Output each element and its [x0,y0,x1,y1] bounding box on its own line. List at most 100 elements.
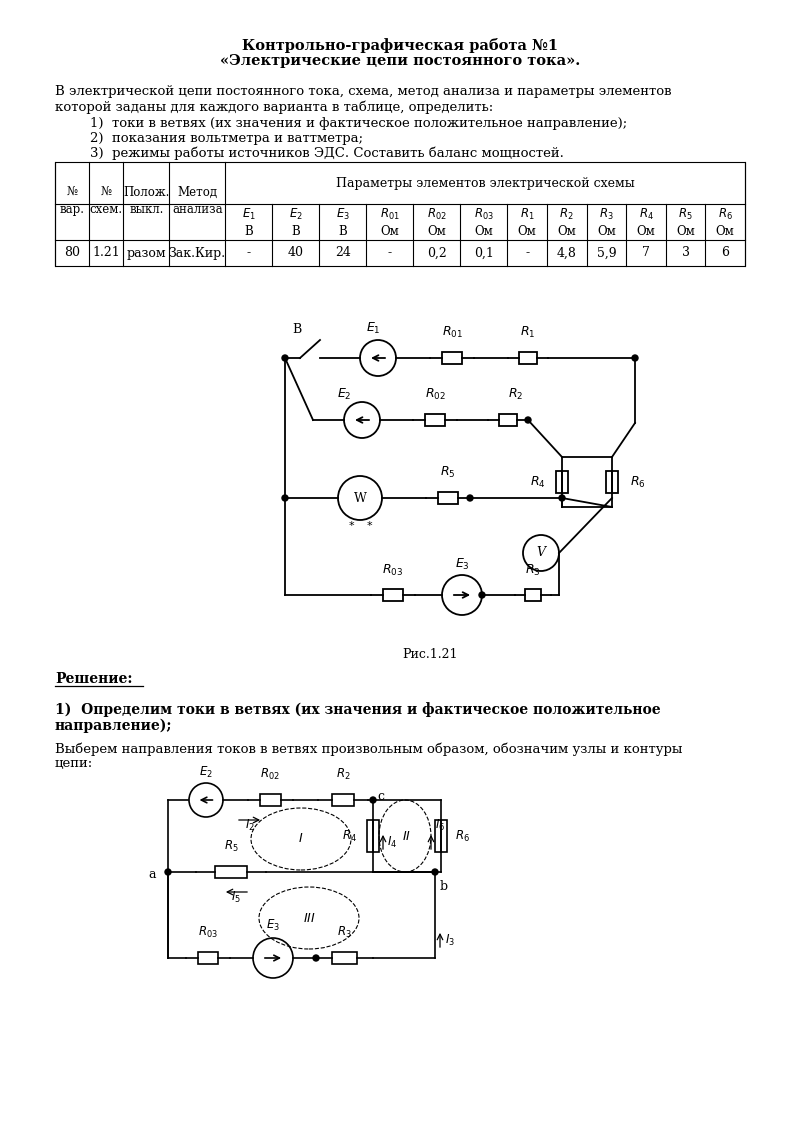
Text: $R_{02}$
Ом: $R_{02}$ Ом [427,206,446,238]
Circle shape [344,402,380,438]
Bar [435,820,447,852]
Text: разом: разом [126,247,166,259]
Text: Решение:: Решение: [55,672,133,686]
Text: Рис.1.21: Рис.1.21 [402,648,458,661]
Text: 24: 24 [335,247,350,259]
Circle shape [479,592,485,598]
Text: цепи:: цепи: [55,757,94,770]
Text: c: c [377,790,384,803]
Text: 4,8: 4,8 [557,247,577,259]
Text: $E_2$: $E_2$ [337,387,351,402]
Text: 5,9: 5,9 [597,247,616,259]
Text: 1)  токи в ветвях (их значения и фактическое положительное направление);: 1) токи в ветвях (их значения и фактичес… [90,117,627,130]
Text: 0,2: 0,2 [427,247,446,259]
Text: №
вар.: № вар. [59,186,85,216]
Text: $R_1$: $R_1$ [520,325,536,340]
Text: *: * [348,521,354,531]
Circle shape [360,340,396,376]
Text: $E_{1}$
В: $E_{1}$ В [242,206,256,238]
Text: $R_{1}$
Ом: $R_{1}$ Ом [518,206,537,238]
Circle shape [442,575,482,615]
Circle shape [282,495,288,501]
Bar [260,794,281,806]
Circle shape [432,869,438,875]
Bar [425,414,445,426]
Text: направление);: направление); [55,719,173,734]
Text: $R_{4}$
Ом: $R_{4}$ Ом [637,206,655,238]
Circle shape [370,797,376,803]
Bar [442,352,462,365]
Text: B: B [292,323,302,336]
Text: $R_3$: $R_3$ [337,925,351,940]
Text: $R_{03}$: $R_{03}$ [198,925,218,940]
Text: 40: 40 [288,247,304,259]
Bar [499,414,517,426]
Text: 2)  показания вольтметра и ваттметра;: 2) показания вольтметра и ваттметра; [90,132,363,145]
Text: 3: 3 [682,247,690,259]
Text: $R_{03}$: $R_{03}$ [382,563,403,578]
Text: $I_6$: $I_6$ [435,817,446,832]
Bar [55,162,745,266]
Bar [383,589,403,601]
Text: $R_{01}$: $R_{01}$ [442,325,462,340]
Circle shape [189,783,223,817]
Text: «Электрические цепи постоянного тока».: «Электрические цепи постоянного тока». [220,54,580,68]
Bar [556,471,568,494]
Text: $R_2$: $R_2$ [336,766,350,782]
Text: $I_5$: $I_5$ [231,890,241,904]
Text: Параметры элементов электрической схемы: Параметры элементов электрической схемы [336,177,634,189]
Text: $R_{6}$
Ом: $R_{6}$ Ом [716,206,734,238]
Bar [519,352,537,365]
Text: 1.21: 1.21 [92,247,120,259]
Bar [367,820,379,852]
Text: $R_2$: $R_2$ [508,387,524,402]
Bar [332,794,354,806]
Text: *: * [366,521,372,531]
Text: которой заданы для каждого варианта в таблице, определить:: которой заданы для каждого варианта в та… [55,100,494,113]
Text: $R_{02}$: $R_{02}$ [425,387,446,402]
Text: $R_{3}$
Ом: $R_{3}$ Ом [597,206,616,238]
Bar [525,589,541,601]
Bar [606,471,618,494]
Text: b: b [440,880,448,893]
Text: a: a [149,867,156,881]
Text: 7: 7 [642,247,650,259]
Text: $R_4$: $R_4$ [530,474,546,489]
Text: $E_3$: $E_3$ [454,557,470,572]
Text: -: - [388,247,392,259]
Text: $R_3$: $R_3$ [526,563,541,578]
Bar [215,866,246,878]
Text: $I_4$: $I_4$ [387,834,398,849]
Circle shape [559,495,565,501]
Circle shape [165,869,171,875]
Text: V: V [537,547,546,559]
Text: $I_2$: $I_2$ [245,818,255,833]
Text: $I$: $I$ [298,832,304,846]
Text: $R_5$: $R_5$ [224,839,238,854]
Text: -: - [246,247,250,259]
Circle shape [632,355,638,361]
Bar [332,952,358,964]
Circle shape [282,355,288,361]
Text: Полож.
выкл.: Полож. выкл. [123,186,170,216]
Text: $III$: $III$ [302,911,315,925]
Text: $E_{3}$
В: $E_{3}$ В [336,206,350,238]
Text: Контрольно-графическая работа №1: Контрольно-графическая работа №1 [242,38,558,53]
Text: $R_6$: $R_6$ [455,829,470,843]
Text: $E_3$: $E_3$ [266,918,280,933]
Text: 0,1: 0,1 [474,247,494,259]
Text: Метод
анализа: Метод анализа [172,186,222,216]
Text: $I_3$: $I_3$ [445,933,455,947]
Text: $R_{5}$
Ом: $R_{5}$ Ом [676,206,695,238]
Circle shape [467,495,473,501]
Bar [438,492,458,504]
Text: 6: 6 [721,247,729,259]
Text: В электрической цепи постоянного тока, схема, метод анализа и параметры элементо: В электрической цепи постоянного тока, с… [55,85,671,98]
Text: $E_{2}$
В: $E_{2}$ В [289,206,302,238]
Circle shape [523,535,559,571]
Text: W: W [354,491,366,505]
Text: $R_{2}$
Ом: $R_{2}$ Ом [558,206,576,238]
Text: 80: 80 [64,247,80,259]
Circle shape [253,938,293,978]
Circle shape [525,417,531,423]
